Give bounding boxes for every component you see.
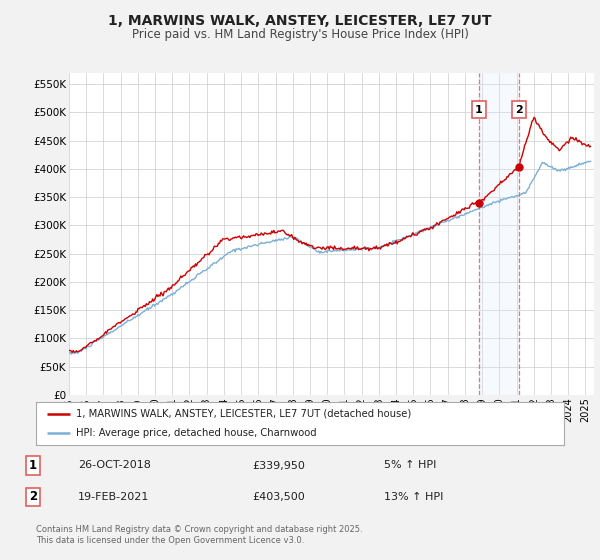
Text: 26-OCT-2018: 26-OCT-2018	[78, 460, 151, 470]
Text: 19-FEB-2021: 19-FEB-2021	[78, 492, 149, 502]
Text: 1: 1	[475, 105, 483, 114]
Text: 5% ↑ HPI: 5% ↑ HPI	[384, 460, 436, 470]
Bar	[479, 73, 518, 395]
Text: 1, MARWINS WALK, ANSTEY, LEICESTER, LE7 7UT (detached house): 1, MARWINS WALK, ANSTEY, LEICESTER, LE7 …	[76, 409, 411, 419]
Text: 2: 2	[515, 105, 523, 114]
Text: Price paid vs. HM Land Registry's House Price Index (HPI): Price paid vs. HM Land Registry's House …	[131, 28, 469, 41]
Text: HPI: Average price, detached house, Charnwood: HPI: Average price, detached house, Char…	[76, 428, 316, 438]
Text: 1, MARWINS WALK, ANSTEY, LEICESTER, LE7 7UT: 1, MARWINS WALK, ANSTEY, LEICESTER, LE7 …	[108, 14, 492, 28]
Text: Contains HM Land Registry data © Crown copyright and database right 2025.
This d: Contains HM Land Registry data © Crown c…	[36, 525, 362, 545]
Text: 1: 1	[29, 459, 37, 472]
Text: 2: 2	[29, 491, 37, 503]
Text: £403,500: £403,500	[252, 492, 305, 502]
Text: 13% ↑ HPI: 13% ↑ HPI	[384, 492, 443, 502]
Text: £339,950: £339,950	[252, 460, 305, 470]
